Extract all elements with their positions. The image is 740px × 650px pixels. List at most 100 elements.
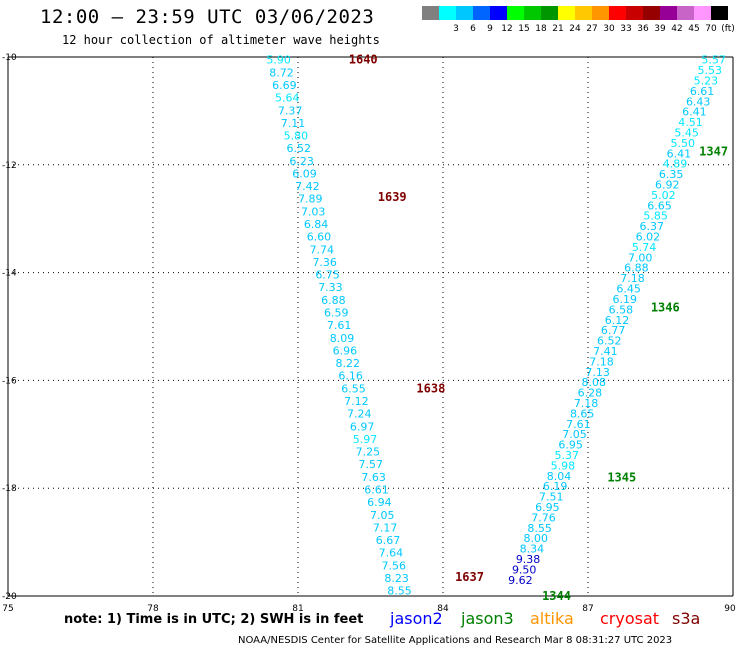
time-annotation: 1640 (349, 53, 378, 67)
wave-height-label: 5.45 (674, 127, 699, 140)
y-tick-label: -16 (2, 376, 17, 386)
wave-height-label: 5.85 (643, 210, 668, 223)
wave-height-label: 7.89 (298, 193, 323, 206)
wave-height-label: 5.02 (651, 189, 676, 202)
color-swatch (694, 6, 711, 20)
wave-height-label: 8.08 (582, 376, 607, 389)
wave-height-label: 6.19 (612, 293, 637, 306)
wave-height-label: 7.56 (381, 559, 406, 572)
wave-height-label: 8.34 (520, 543, 545, 556)
wave-height-label: 6.95 (558, 439, 583, 452)
wave-height-label: 6.75 (315, 269, 340, 282)
color-swatch (439, 6, 456, 20)
wave-height-label: 8.00 (524, 532, 549, 545)
wave-height-label: 8.65 (570, 407, 595, 420)
y-tick-label: -20 (2, 592, 17, 602)
color-swatch (422, 6, 439, 20)
color-scale-label: 18 (535, 24, 547, 34)
color-swatch (592, 6, 609, 20)
color-scale-label: 70 (705, 24, 717, 34)
color-scale-label: 45 (688, 24, 700, 34)
x-tick-label: 81 (292, 604, 303, 614)
wave-height-label: 7.05 (370, 509, 395, 522)
wave-height-label: 6.55 (341, 382, 366, 395)
wave-height-label: 6.88 (321, 294, 346, 307)
wave-height-label: 8.22 (335, 357, 360, 370)
y-tick-label: -12 (2, 161, 17, 171)
color-scale-label: 24 (569, 24, 581, 34)
wave-height-label: 6.43 (686, 95, 711, 108)
color-swatch (473, 6, 490, 20)
color-swatch (643, 6, 660, 20)
wave-height-label: 6.02 (636, 231, 661, 244)
wave-height-label: 7.03 (301, 205, 326, 218)
wave-height-label: 7.76 (531, 511, 556, 524)
satellite-legend-jason3: jason3 (461, 609, 514, 628)
color-swatch (660, 6, 677, 20)
color-scale-label: 12 (501, 24, 513, 34)
wave-height-label: 7.51 (539, 491, 564, 504)
wave-height-label: 6.97 (350, 420, 375, 433)
wave-height-label: 5.37 (554, 449, 579, 462)
wave-height-label: 5.97 (353, 433, 378, 446)
color-scale-label: 21 (552, 24, 564, 34)
page-subtitle: 12 hour collection of altimeter wave hei… (62, 33, 380, 47)
wave-height-label: 6.23 (289, 155, 314, 168)
wave-height-label: 6.58 (609, 303, 634, 316)
wave-height-label: 7.61 (327, 319, 352, 332)
time-annotation: 1347 (699, 144, 728, 158)
time-annotation: 1344 (542, 589, 571, 603)
wave-height-label: 6.52 (597, 335, 622, 348)
wave-height-label: 6.12 (605, 314, 630, 327)
color-scale-label: 6 (470, 24, 476, 34)
satellite-legend-cryosat: cryosat (600, 609, 660, 628)
satellite-legend-altika: altika (530, 609, 574, 628)
color-swatch (677, 6, 694, 20)
wave-height-label: 5.90 (266, 54, 291, 67)
wave-height-label: 9.50 (512, 563, 537, 576)
wave-height-label: 8.55 (527, 522, 552, 535)
color-swatch (456, 6, 473, 20)
wave-height-label: 7.17 (373, 521, 398, 534)
color-swatch (507, 6, 524, 20)
color-scale-label: 36 (637, 24, 649, 34)
wave-height-label: 7.33 (318, 281, 343, 294)
wave-height-label: 6.77 (601, 324, 626, 337)
wave-height-label: 6.84 (304, 218, 329, 231)
x-tick-label: 84 (437, 604, 449, 614)
time-annotation: 1637 (455, 570, 484, 584)
color-scale-unit: (ft) (721, 24, 735, 34)
color-swatch (558, 6, 575, 20)
wave-height-label: 7.11 (281, 117, 306, 130)
wave-height-label: 7.18 (589, 355, 614, 368)
footer-credit: NOAA/NESDIS Center for Satellite Applica… (238, 635, 673, 646)
wave-height-label: 6.65 (647, 199, 672, 212)
wave-height-label: 5.98 (551, 459, 576, 472)
wave-height-label: 7.42 (295, 180, 320, 193)
color-scale-label: 33 (620, 24, 632, 34)
page-title: 12:00 – 23:59 UTC 03/06/2023 (40, 6, 375, 28)
color-scale-label: 3 (453, 24, 459, 34)
wave-height-label: 7.37 (278, 104, 303, 117)
color-swatch (711, 6, 728, 20)
wave-height-label: 5.50 (670, 137, 695, 150)
wave-height-label: 6.37 (640, 220, 665, 233)
time-annotation: 1638 (416, 381, 445, 395)
wave-height-label: 8.23 (384, 572, 409, 585)
wave-height-label: 7.57 (358, 458, 383, 471)
time-annotation: 1639 (378, 190, 407, 204)
wave-height-label: 4.89 (663, 158, 688, 171)
wave-height-label: 6.16 (338, 370, 363, 383)
wave-height-label: 6.09 (292, 167, 317, 180)
wave-height-label: 6.94 (367, 496, 392, 509)
time-annotation: 1346 (651, 301, 680, 315)
wave-height-label: 6.41 (682, 106, 707, 119)
wave-height-label: 8.04 (547, 470, 572, 483)
wave-height-label: 6.92 (655, 179, 680, 192)
y-tick-label: -18 (2, 484, 17, 494)
note-text: note: 1) Time is in UTC; 2) SWH is in fe… (64, 612, 364, 627)
wave-height-label: 7.74 (310, 243, 335, 256)
time-annotation: 1345 (607, 470, 636, 484)
color-scale-label: 15 (518, 24, 530, 34)
x-tick-label: 75 (2, 604, 13, 614)
